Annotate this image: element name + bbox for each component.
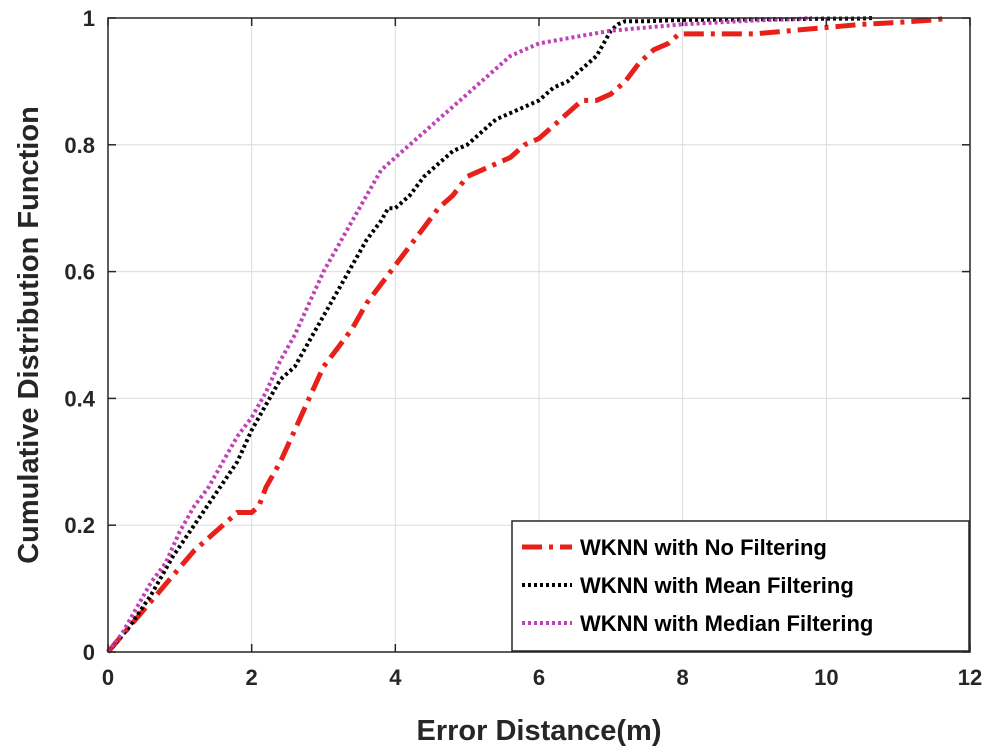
y-tick-label: 0.8 [64, 133, 95, 158]
y-tick-label: 0 [83, 640, 95, 665]
legend-label-1: WKNN with Mean Filtering [580, 573, 854, 598]
x-tick-label: 8 [677, 665, 689, 690]
y-tick-label: 0.2 [64, 513, 95, 538]
legend-box [511, 520, 970, 652]
y-tick-label: 1 [83, 6, 95, 31]
legend-label-2: WKNN with Median Filtering [580, 611, 873, 636]
series-lines [106, 15, 949, 654]
series-line-1 [106, 16, 874, 654]
series-line-0 [106, 15, 949, 654]
y-tick-label: 0.6 [64, 260, 95, 285]
y-axis-title: Cumulative Distribution Function [13, 106, 45, 564]
x-axis-title: Error Distance(m) [417, 715, 662, 747]
y-tick-label: 0.4 [64, 386, 95, 411]
legend-label-0: WKNN with No Filtering [580, 535, 827, 560]
x-tick-label: 10 [814, 665, 838, 690]
x-tick-label: 0 [102, 665, 114, 690]
legend: WKNN with No Filtering WKNN with Mean Fil… [511, 520, 970, 652]
x-tick-label: 4 [389, 665, 402, 690]
x-tick-label: 12 [958, 665, 982, 690]
x-tick-label: 6 [533, 665, 545, 690]
x-tick-label: 2 [246, 665, 258, 690]
